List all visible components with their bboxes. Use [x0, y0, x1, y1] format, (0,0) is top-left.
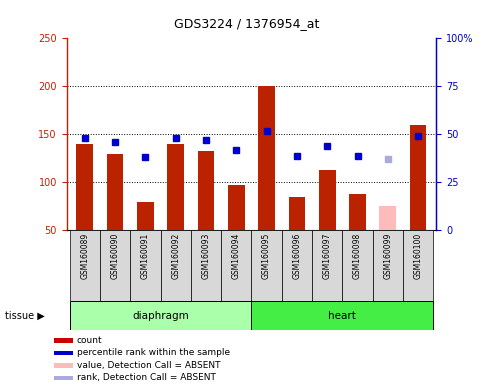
Bar [130, 230, 161, 301]
Text: GDS3224 / 1376954_at: GDS3224 / 1376954_at [174, 17, 319, 30]
Bar [167, 144, 184, 230]
Bar [288, 197, 305, 230]
Text: GSM160092: GSM160092 [171, 233, 180, 279]
Bar [54, 351, 73, 355]
Bar [161, 230, 191, 301]
Bar [54, 363, 73, 367]
Bar [54, 376, 73, 380]
Text: count: count [77, 336, 103, 345]
Bar [54, 338, 73, 343]
Bar [191, 230, 221, 301]
Bar [319, 170, 336, 230]
Bar [312, 230, 342, 301]
Bar [76, 144, 93, 230]
Bar [70, 301, 251, 330]
Text: percentile rank within the sample: percentile rank within the sample [77, 348, 230, 357]
Text: GSM160094: GSM160094 [232, 233, 241, 279]
Text: heart: heart [328, 311, 356, 321]
Text: GSM160089: GSM160089 [80, 233, 89, 279]
Bar [251, 301, 433, 330]
Text: tissue ▶: tissue ▶ [5, 311, 45, 321]
Text: GSM160098: GSM160098 [353, 233, 362, 279]
Bar [221, 230, 251, 301]
Bar [198, 151, 214, 230]
Bar [70, 230, 100, 301]
Text: GSM160096: GSM160096 [292, 233, 301, 279]
Bar [349, 194, 366, 230]
Bar [137, 202, 154, 230]
Bar [228, 185, 245, 230]
Bar [282, 230, 312, 301]
Bar [380, 207, 396, 230]
Text: GSM160090: GSM160090 [110, 233, 119, 279]
Text: GSM160093: GSM160093 [202, 233, 211, 279]
Text: value, Detection Call = ABSENT: value, Detection Call = ABSENT [77, 361, 220, 370]
Bar [251, 230, 282, 301]
Text: diaphragm: diaphragm [132, 311, 189, 321]
Text: rank, Detection Call = ABSENT: rank, Detection Call = ABSENT [77, 373, 215, 382]
Text: GSM160100: GSM160100 [414, 233, 423, 279]
Text: GSM160091: GSM160091 [141, 233, 150, 279]
Bar [403, 230, 433, 301]
Text: GSM160095: GSM160095 [262, 233, 271, 279]
Bar [106, 154, 123, 230]
Text: GSM160097: GSM160097 [323, 233, 332, 279]
Text: GSM160099: GSM160099 [384, 233, 392, 279]
Bar [373, 230, 403, 301]
Bar [258, 86, 275, 230]
Bar [410, 125, 426, 230]
Bar [342, 230, 373, 301]
Bar [100, 230, 130, 301]
